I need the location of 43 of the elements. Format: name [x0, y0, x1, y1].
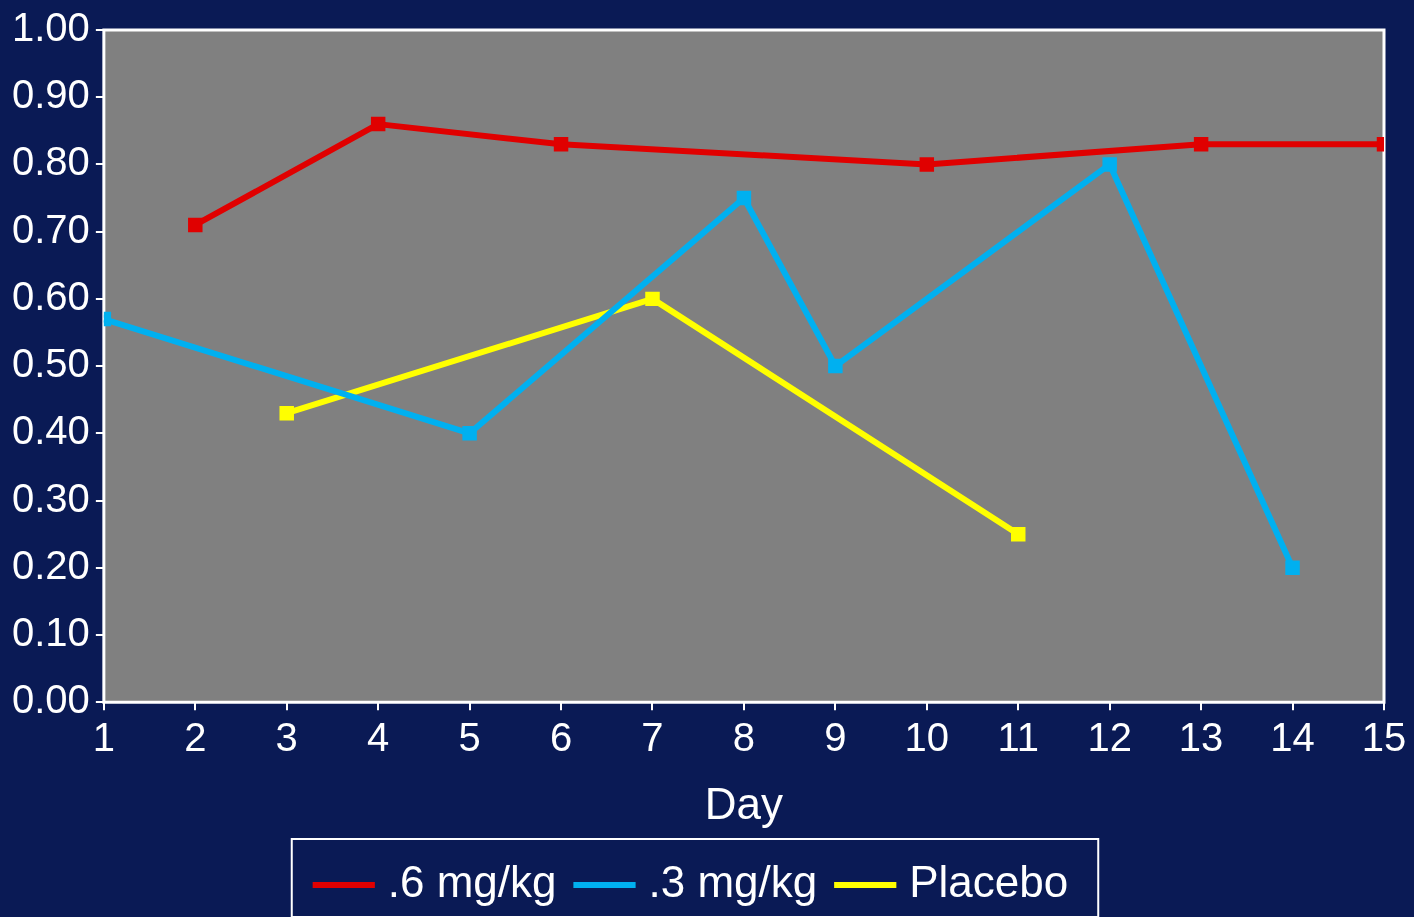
x-tick-label: 1: [92, 715, 115, 760]
point: [188, 217, 203, 233]
point: [1011, 526, 1026, 542]
x-tick-label: 11: [997, 715, 1040, 760]
point: [370, 116, 386, 132]
y-tick-label: 0.50: [11, 341, 90, 386]
y-tick-label: 0.70: [11, 206, 90, 251]
point: [919, 157, 935, 172]
point: [736, 190, 752, 206]
x-axis-title: Day: [704, 778, 784, 828]
point: [1193, 137, 1209, 152]
y-tick-label: 0.20: [11, 542, 90, 587]
point: [1102, 157, 1117, 172]
x-tick-label: 14: [1270, 715, 1315, 760]
x-tick-label: 3: [275, 715, 298, 760]
point: [462, 426, 477, 441]
y-tick-label: 1.00: [11, 5, 90, 50]
point: [553, 137, 569, 152]
y-tick-label: 0.00: [11, 677, 90, 722]
point: [828, 358, 843, 374]
point: [279, 405, 294, 421]
x-tick-label: 6: [549, 715, 573, 760]
legend-label: .3 mg/kg: [648, 857, 818, 907]
x-tick-label: 2: [184, 715, 207, 760]
x-tick-label: 8: [732, 715, 756, 760]
y-tick-label: 0.90: [11, 72, 90, 117]
x-tick-label: 5: [458, 715, 481, 760]
x-tick-label: 13: [1178, 715, 1224, 760]
point: [1285, 560, 1300, 575]
x-tick-label: 12: [1087, 715, 1132, 760]
x-tick-label: 7: [641, 715, 664, 760]
point: [645, 291, 660, 307]
x-tick-label: 9: [824, 715, 847, 760]
y-tick-label: 0.10: [11, 610, 90, 655]
y-tick-label: 0.40: [11, 408, 90, 453]
y-tick-label: 0.30: [11, 475, 90, 520]
x-tick-label: 4: [367, 715, 390, 760]
legend-label: .6 mg/kg: [387, 857, 557, 907]
y-tick-label: 0.60: [11, 273, 90, 318]
x-tick-label: 10: [904, 715, 950, 760]
x-tick-label: 15: [1361, 715, 1407, 760]
y-tick-label: 0.80: [11, 139, 90, 184]
legend-label: Placebo: [909, 857, 1069, 907]
